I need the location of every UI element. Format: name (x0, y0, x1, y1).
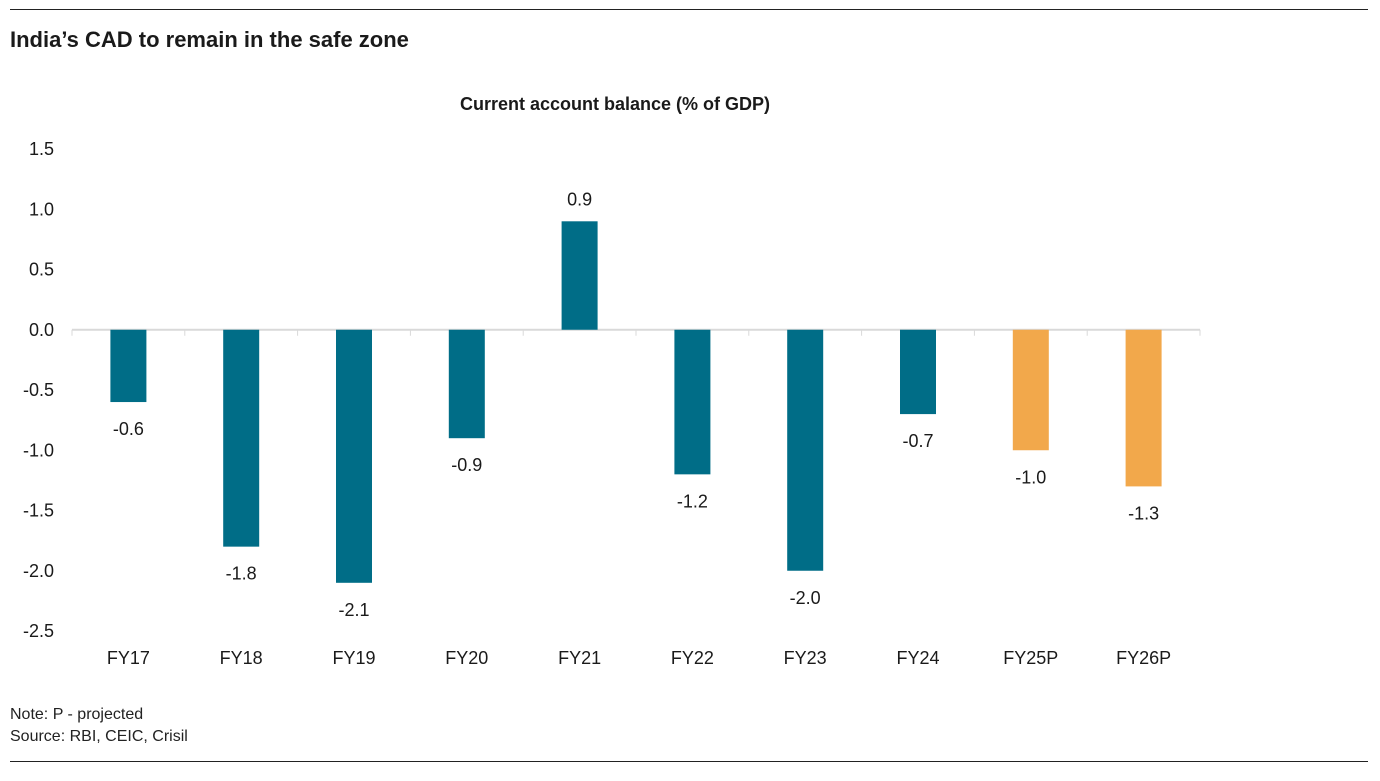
x-category-label: FY23 (784, 648, 827, 668)
page-title: India’s CAD to remain in the safe zone (10, 27, 409, 52)
data-label: -2.1 (338, 600, 369, 620)
x-category-label: FY22 (671, 648, 714, 668)
data-label: -1.0 (1015, 467, 1046, 487)
data-label: -0.7 (902, 431, 933, 451)
top-rule (10, 9, 1368, 10)
data-label: 0.9 (567, 189, 592, 209)
y-tick-label: 0.5 (29, 260, 54, 280)
y-tick-label: -2.5 (23, 621, 54, 641)
bars: -0.6 -1.8 -2.1 -0.9 0.9 -1.2 -2.0 -0.7 -1.0 -1.3 (110, 189, 1162, 620)
data-label: -1.8 (226, 564, 257, 584)
x-category-label: FY24 (896, 648, 939, 668)
data-label: -1.2 (677, 491, 708, 511)
y-tick-label: 1.0 (29, 199, 54, 219)
x-category-label: FY26P (1116, 648, 1171, 668)
bar-fy18 (223, 329, 260, 547)
bar-fy24 (900, 329, 936, 415)
x-category-label: FY18 (220, 648, 263, 668)
bar-fy21 (561, 221, 598, 330)
chart-title: Current account balance (% of GDP) (460, 94, 770, 114)
x-category-label: FY17 (107, 648, 150, 668)
data-label: -0.6 (113, 419, 144, 439)
x-category-label: FY19 (332, 648, 375, 668)
bar-fy19 (336, 329, 372, 583)
source-note: Source: RBI, CEIC, Crisil (10, 728, 188, 745)
y-axis: 1.5 1.0 0.5 0.0 -0.5 -1.0 -1.5 -2.0 -2.5 (23, 139, 1201, 641)
data-label: -2.0 (790, 588, 821, 608)
bar-fy22 (674, 329, 711, 475)
x-category-label: FY21 (558, 648, 601, 668)
y-tick-label: -2.0 (23, 561, 54, 581)
bar-fy17 (110, 329, 147, 403)
x-axis: FY17 FY18 FY19 FY20 FY21 FY22 FY23 FY24 FY25P FY2… (107, 648, 1171, 668)
data-label: -1.3 (1128, 503, 1159, 523)
x-category-label: FY20 (445, 648, 488, 668)
x-category-label: FY25P (1003, 648, 1058, 668)
bar-fy26p (1125, 329, 1162, 487)
data-label: -0.9 (451, 455, 482, 475)
bar-fy20 (448, 329, 485, 439)
y-tick-label: -0.5 (23, 380, 54, 400)
y-tick-label: -1.5 (23, 501, 54, 521)
footnote: Note: P - projected (10, 706, 144, 723)
y-tick-label: 1.5 (29, 139, 54, 159)
bar-chart: Current account balance (% of GDP) 1.51.… (23, 94, 1201, 668)
y-tick-label: 0.0 (29, 320, 54, 340)
bar-fy23 (787, 329, 824, 571)
bar-fy25p (1012, 329, 1049, 451)
bottom-rule (10, 761, 1368, 762)
y-tick-label: -1.0 (23, 440, 54, 460)
